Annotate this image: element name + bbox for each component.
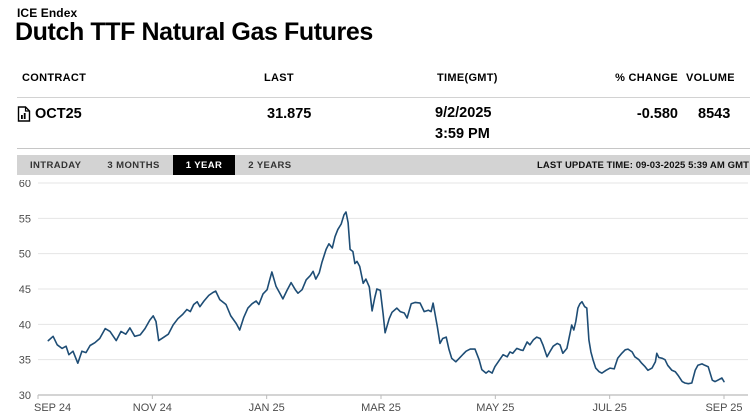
x-axis-label: JAN 25 [249,402,285,414]
quote-time: 9/2/2025 3:59 PM [435,103,491,145]
last-update-time: LAST UPDATE TIME: 09-03-2025 5:39 AM GMT [537,159,749,171]
price-chart: 30 35 40 45 50 55 60 SEP 24 NOV 24 JAN 25 MAR 25 MA… [0,180,750,420]
y-axis-label: 35 [19,355,31,367]
column-header-last: LAST [264,72,294,84]
tab-2-years[interactable]: 2 YEARS [248,159,292,171]
y-axis-label: 45 [19,284,31,296]
y-axis-label: 30 [19,390,31,402]
x-axis-label: JUL 25 [592,402,626,414]
tab-3-months[interactable]: 3 MONTHS [107,159,160,171]
volume-value: 8543 [698,106,731,122]
table-row[interactable]: OCT25 31.875 9/2/2025 3:59 PM -0.580 854… [0,98,750,148]
column-header-contract: CONTRACT [22,72,87,84]
period-tabbar: INTRADAY 3 MONTHS 1 YEAR 2 YEARS LAST UP… [17,155,750,175]
contract-label: OCT25 [35,106,82,122]
percent-change: -0.580 [636,106,678,122]
chart-document-icon [17,106,31,122]
last-price: 31.875 [267,106,312,122]
tab-1-year[interactable]: 1 YEAR [172,155,236,175]
x-axis-label: MAR 25 [361,402,401,414]
tab-intraday[interactable]: INTRADAY [30,159,82,171]
price-chart-svg: 30 35 40 45 50 55 60 SEP 24 NOV 24 JAN 25 MAR 25 MA… [19,180,748,414]
column-header-change: % CHANGE [615,72,678,84]
x-axis-label: SEP 24 [34,402,71,414]
exchange-label: ICE Endex [17,6,78,20]
y-axis-label: 55 [19,213,31,225]
row-divider [17,148,750,149]
x-axis-label: MAY 25 [476,402,514,414]
price-line [47,211,725,385]
y-axis-label: 50 [19,249,31,261]
quote-clock: 3:59 PM [435,126,490,142]
header-divider [17,97,750,98]
contract-cell[interactable]: OCT25 [17,106,82,122]
x-axis-label: SEP 25 [705,402,742,414]
page-title: Dutch TTF Natural Gas Futures [15,18,373,46]
quote-date: 9/2/2025 [435,105,492,121]
column-header-time: TIME(GMT) [437,72,498,84]
column-header-volume: VOLUME [686,72,734,84]
x-axis-label: NOV 24 [133,402,172,414]
y-axis-label: 40 [19,319,31,331]
y-axis-label: 60 [19,180,31,190]
